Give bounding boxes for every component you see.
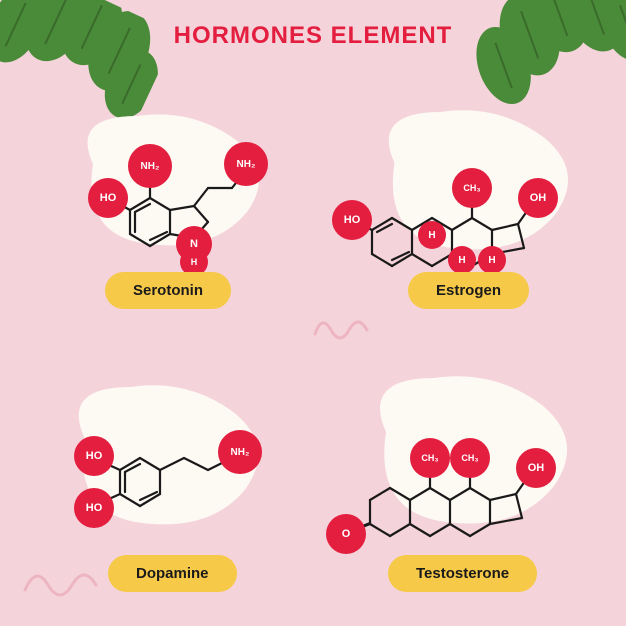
infographic-page: HORMONES ELEMENTHONH₂NH₂NHSerotoninHOCH₃… [0,0,626,626]
decorative-squiggle [310,310,370,350]
atom-label: NH₂ [218,430,262,474]
atom-label: HO [332,200,372,240]
atom-label: HO [74,488,114,528]
atom-label: CH₃ [410,438,450,478]
atom-label: H [448,246,476,274]
molecule-label-testosterone: Testosterone [388,555,537,592]
atom-label: H [418,221,446,249]
atom-label: HO [74,436,114,476]
page-title: HORMONES ELEMENT [174,22,453,50]
molecule-label-estrogen: Estrogen [408,272,529,309]
molecule-label-dopamine: Dopamine [108,555,237,592]
molecule-label-serotonin: Serotonin [105,272,231,309]
atom-label: CH₃ [452,168,492,208]
atom-label: HO [88,178,128,218]
atom-label: NH₂ [128,144,172,188]
atom-label: NH₂ [224,142,268,186]
decorative-squiggle [20,560,100,610]
atom-label: H [478,246,506,274]
atom-label: OH [518,178,558,218]
atom-label: OH [516,448,556,488]
atom-label: CH₃ [450,438,490,478]
atom-label: O [326,514,366,554]
